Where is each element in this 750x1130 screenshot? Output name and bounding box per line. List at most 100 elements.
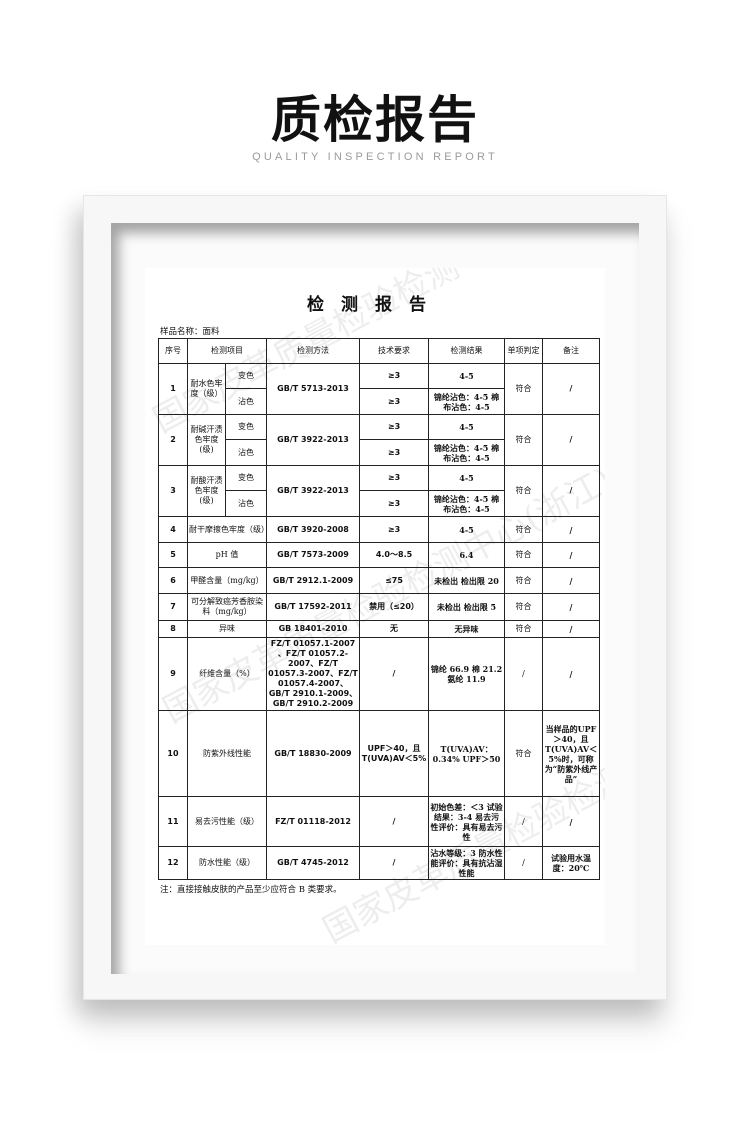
result: 6.4 xyxy=(428,542,505,568)
test-item: 防紫外线性能 xyxy=(187,710,267,797)
requirement: ≥3 xyxy=(359,465,429,491)
remark: 当样品的UPF＞40，且 T(UVA)AV＜5%时，可称为“防紫外线产品” xyxy=(542,710,600,797)
verdict: 符合 xyxy=(504,465,543,517)
remark: / xyxy=(542,620,600,638)
verdict: / xyxy=(504,637,543,711)
requirement: ≥3 xyxy=(359,414,429,440)
remark: / xyxy=(542,567,600,594)
test-method: FZ/T 01118-2012 xyxy=(266,796,360,847)
test-item: 纤维含量（%） xyxy=(187,637,267,711)
sub-item: 沾色 xyxy=(225,490,267,517)
result: 未检出 检出限 5 xyxy=(428,593,505,621)
test-method: GB/T 5713-2013 xyxy=(266,363,360,415)
table-row: 12 防水性能（级） GB/T 4745-2012/沾水等级：3 防水性能评价：具有… xyxy=(158,846,600,880)
verdict: 符合 xyxy=(504,542,543,568)
test-method: GB/T 3922-2013 xyxy=(266,414,360,466)
requirement: / xyxy=(359,846,429,880)
remark: / xyxy=(542,796,600,847)
requirement: / xyxy=(359,637,429,711)
table-row: 7 可分解致癌芳香胺染料（mg/kg） GB/T 17592-2011 禁用（≤20）… xyxy=(158,593,600,621)
result: 初始色差：＜3 试验结果：3-4 易去污性评价：具有易去污性 xyxy=(428,796,505,847)
requirement: ≥3 xyxy=(359,363,429,389)
result: 4-5 xyxy=(428,363,505,389)
result: 锦纶 66.9 棉 21.2 氨纶 11.9 xyxy=(428,637,505,711)
requirement: ≥3 xyxy=(359,516,429,543)
table-row: 5 pH 值 GB/T 7573-2009 4.0～8.5 6.4 符合 / xyxy=(158,542,600,568)
requirement: ≥3 xyxy=(359,439,429,466)
column-header: 单项判定 xyxy=(504,338,543,364)
test-method: GB/T 3920-2008 xyxy=(266,516,360,543)
table-row: 10 防紫外线性能 GB/T 18830-2009 UPF＞40，且 T(UVA)AV… xyxy=(158,710,600,797)
table-row: 2 耐碱汗渍色牢度(级) 变色 GB/T 3922-2013 ≥3 4-5 符合 / xyxy=(158,414,600,466)
report-table: 序号 检测项目 检测方法 技术要求 检测结果 单项判定 备注 1 耐水色牢度（级） 变色 GB/T … xyxy=(158,338,600,880)
test-item: pH 值 xyxy=(187,542,267,568)
table-row: 6 甲醛含量（mg/kg） GB/T 2912.1-2009 ≤75 未检出 检出限 2… xyxy=(158,567,600,594)
result: 4-5 xyxy=(428,465,505,491)
row-number: 9 xyxy=(158,637,188,711)
sub-item: 沾色 xyxy=(225,439,267,466)
requirement: UPF＞40，且 T(UVA)AV＜5% xyxy=(359,710,429,797)
verdict: 符合 xyxy=(504,567,543,594)
verdict: / xyxy=(504,796,543,847)
row-number: 6 xyxy=(158,567,188,594)
table-row: 1 耐水色牢度（级） 变色 GB/T 5713-2013 ≥3 4-5 符合 / xyxy=(158,363,600,415)
test-method: GB/T 4745-2012 xyxy=(266,846,360,880)
column-header: 检测方法 xyxy=(266,338,360,364)
test-method: GB/T 17592-2011 xyxy=(266,593,360,621)
table-note: 注：直接接触皮肤的产品至少应符合 B 类要求。 xyxy=(160,885,342,895)
result: 沾水等级：3 防水性能评价：具有抗沾湿性能 xyxy=(428,846,505,880)
column-header: 备注 xyxy=(542,338,600,364)
test-method: GB/T 2912.1-2009 xyxy=(266,567,360,594)
requirement: / xyxy=(359,796,429,847)
remark: / xyxy=(542,542,600,568)
remark: / xyxy=(542,414,600,466)
row-number: 12 xyxy=(158,846,188,880)
remark: 试验用水温度：20℃ xyxy=(542,846,600,880)
column-header: 检测结果 xyxy=(428,338,505,364)
remark: / xyxy=(542,465,600,517)
column-header: 技术要求 xyxy=(359,338,429,364)
result: 锦纶沾色：4-5 棉布沾色：4-5 xyxy=(428,490,505,517)
row-number: 4 xyxy=(158,516,188,543)
verdict: 符合 xyxy=(504,593,543,621)
table-row: 3 耐酸汗渍色牢度(级) 变色 GB/T 3922-2013 ≥3 4-5 符合 / xyxy=(158,465,600,517)
test-item: 耐碱汗渍色牢度(级) xyxy=(187,414,226,466)
column-header: 检测项目 xyxy=(187,338,267,364)
test-method: GB 18401-2010 xyxy=(266,620,360,638)
column-header: 序号 xyxy=(158,338,188,364)
verdict: 符合 xyxy=(504,620,543,638)
test-item: 甲醛含量（mg/kg） xyxy=(187,567,267,594)
result: 未检出 检出限 20 xyxy=(428,567,505,594)
row-number: 2 xyxy=(158,414,188,466)
result: 4-5 xyxy=(428,414,505,440)
test-item: 可分解致癌芳香胺染料（mg/kg） xyxy=(187,593,267,621)
page-subtitle: QUALITY INSPECTION REPORT xyxy=(252,151,498,163)
test-item: 易去污性能（级） xyxy=(187,796,267,847)
verdict: 符合 xyxy=(504,363,543,415)
requirement: ≤75 xyxy=(359,567,429,594)
requirement: 无 xyxy=(359,620,429,638)
verdict: 符合 xyxy=(504,516,543,543)
result: T(UVA)AV：0.34% UPF＞50 xyxy=(428,710,505,797)
sub-item: 变色 xyxy=(225,414,267,440)
remark: / xyxy=(542,593,600,621)
requirement: 4.0～8.5 xyxy=(359,542,429,568)
remark: / xyxy=(542,363,600,415)
sub-item: 变色 xyxy=(225,363,267,389)
row-number: 7 xyxy=(158,593,188,621)
table-row: 4 耐干摩擦色牢度（级） GB/T 3920-2008 ≥3 4-5 符合 / xyxy=(158,516,600,543)
remark: / xyxy=(542,516,600,543)
requirement: ≥3 xyxy=(359,490,429,517)
table-row: 9 纤维含量（%） FZ/T 01057.1-2007 、FZ/T 01057.2-… xyxy=(158,637,600,711)
test-item: 耐干摩擦色牢度（级） xyxy=(187,516,269,543)
test-item: 耐酸汗渍色牢度(级) xyxy=(187,465,226,517)
sub-item: 变色 xyxy=(225,465,267,491)
row-number: 5 xyxy=(158,542,188,568)
table-row: 沾色 ≥3 锦纶沾色：4-5 棉布沾色：4-5 xyxy=(159,490,600,517)
result: 锦纶沾色：4-5 棉布沾色：4-5 xyxy=(428,388,505,415)
result: 4-5 xyxy=(428,516,505,543)
test-method: GB/T 18830-2009 xyxy=(266,710,360,797)
table-row: 11 易去污性能（级） FZ/T 01118-2012/初始色差：＜3 试验结果：3… xyxy=(158,796,600,847)
requirement: 禁用（≤20） xyxy=(359,593,429,621)
verdict: / xyxy=(504,846,543,880)
